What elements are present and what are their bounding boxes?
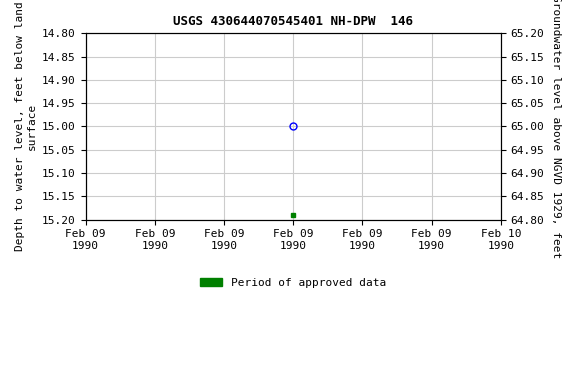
Legend: Period of approved data: Period of approved data xyxy=(196,273,391,292)
Y-axis label: Depth to water level, feet below land
surface: Depth to water level, feet below land su… xyxy=(15,2,37,252)
Y-axis label: Groundwater level above NGVD 1929, feet: Groundwater level above NGVD 1929, feet xyxy=(551,0,561,258)
Title: USGS 430644070545401 NH-DPW  146: USGS 430644070545401 NH-DPW 146 xyxy=(173,15,413,28)
